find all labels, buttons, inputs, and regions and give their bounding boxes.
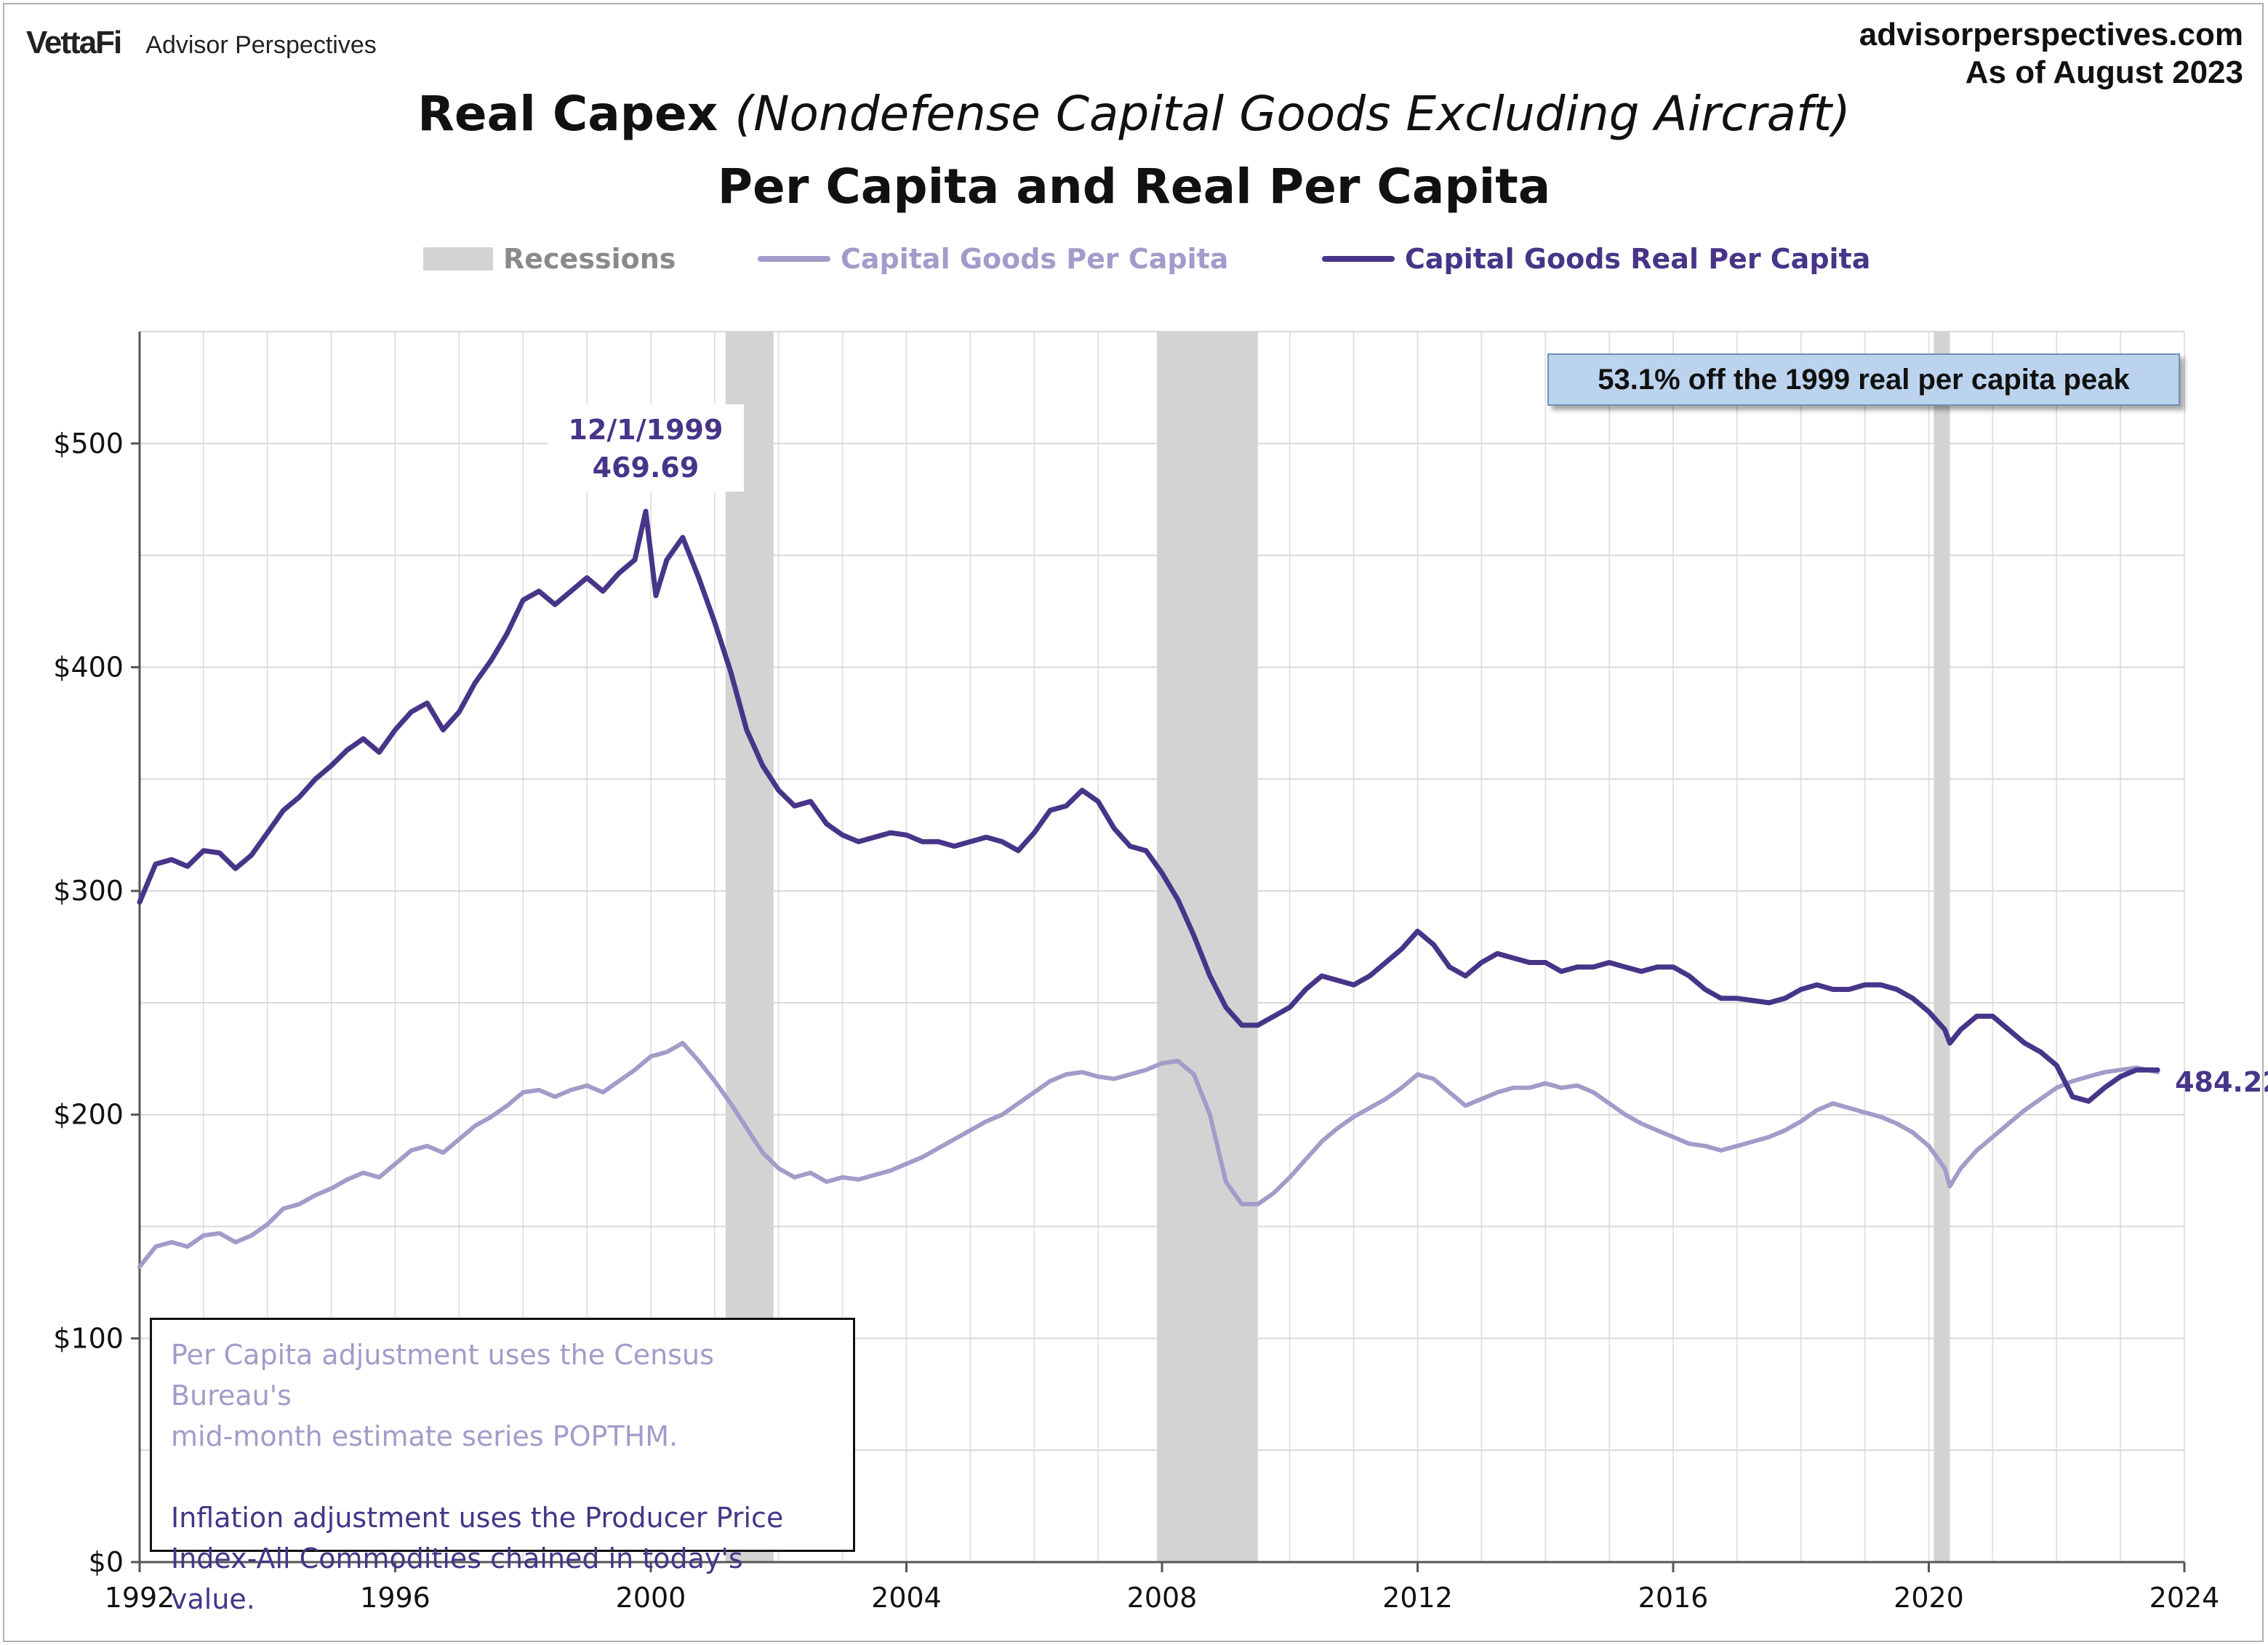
legend: Recessions Capital Goods Per Capita Capi…: [0, 243, 2268, 279]
x-tick-label: 2016: [1638, 1582, 1709, 1614]
x-tick-label: 2020: [1894, 1582, 1964, 1614]
x-tick-label: 2008: [1127, 1582, 1198, 1614]
note-line-1: Per Capita adjustment uses the Census Bu…: [171, 1339, 714, 1412]
peak-label-box: [547, 404, 744, 492]
x-tick-label: 2004: [871, 1582, 942, 1614]
site-url: advisorperspectives.com: [1859, 17, 2243, 52]
vettafi-logo: VettaFi: [26, 25, 122, 60]
legend-swatch-real: [1322, 256, 1395, 262]
y-tick-label: $300: [53, 875, 124, 907]
methodology-note: Per Capita adjustment uses the Census Bu…: [150, 1318, 855, 1615]
y-tick-label: $200: [53, 1099, 124, 1131]
site-info: advisorperspectives.com As of August 202…: [1859, 16, 2243, 92]
series-line-nominal: [137, 1041, 2160, 1269]
legend-label-nominal: Capital Goods Per Capita: [841, 243, 1229, 275]
chart-title-main: Real Capex: [417, 86, 718, 142]
x-tick-label: 1992: [105, 1582, 175, 1614]
brand-name: Advisor Perspectives: [145, 31, 377, 59]
as-of-date: As of August 2023: [1965, 55, 2243, 90]
x-tick-label: 2024: [2149, 1582, 2220, 1614]
brand: VettaFi Advisor Perspectives: [26, 25, 377, 61]
recession-band-3: [1934, 332, 1950, 1562]
legend-item-real: Capital Goods Real Per Capita: [1322, 243, 1870, 275]
legend-label-recessions: Recessions: [503, 243, 676, 275]
chart-title: Real Capex (Nondefense Capital Goods Exc…: [0, 86, 2268, 142]
series-line-real: [137, 508, 2160, 1104]
peak-value-label: 469.69: [593, 452, 700, 484]
peak-callout: 53.1% off the 1999 real per capita peak: [1547, 353, 2180, 406]
x-tick-label: 1996: [360, 1582, 430, 1614]
legend-swatch-recessions: [423, 247, 493, 271]
chart-subtitle: Per Capita and Real Per Capita: [717, 159, 1551, 215]
legend-item-nominal: Capital Goods Per Capita: [758, 243, 1228, 275]
y-tick-label: $0: [89, 1546, 124, 1578]
note-line-3: Inflation adjustment uses the Producer P…: [171, 1502, 784, 1534]
x-tick-label: 2012: [1382, 1582, 1453, 1614]
x-tick-label: 2000: [616, 1582, 686, 1614]
y-tick-label: $400: [53, 651, 124, 683]
chart-frame: [3, 3, 2264, 1642]
recession-band-2: [1156, 332, 1258, 1562]
note-line-2: mid-month estimate series POPTHM.: [171, 1420, 678, 1452]
y-tick-label: $500: [53, 428, 124, 460]
legend-swatch-nominal: [758, 256, 830, 262]
chart-title-sub: (Nondefense Capital Goods Excluding Airc…: [734, 86, 1851, 142]
peak-date-label: 12/1/1999: [569, 414, 724, 446]
legend-label-real: Capital Goods Real Per Capita: [1405, 243, 1871, 275]
note-line-4: Index-All Commodities chained in today's…: [171, 1542, 743, 1615]
legend-item-recessions: Recessions: [423, 243, 676, 275]
last-value-label: 484.22: [2175, 1066, 2268, 1098]
y-tick-label: $100: [53, 1322, 124, 1354]
